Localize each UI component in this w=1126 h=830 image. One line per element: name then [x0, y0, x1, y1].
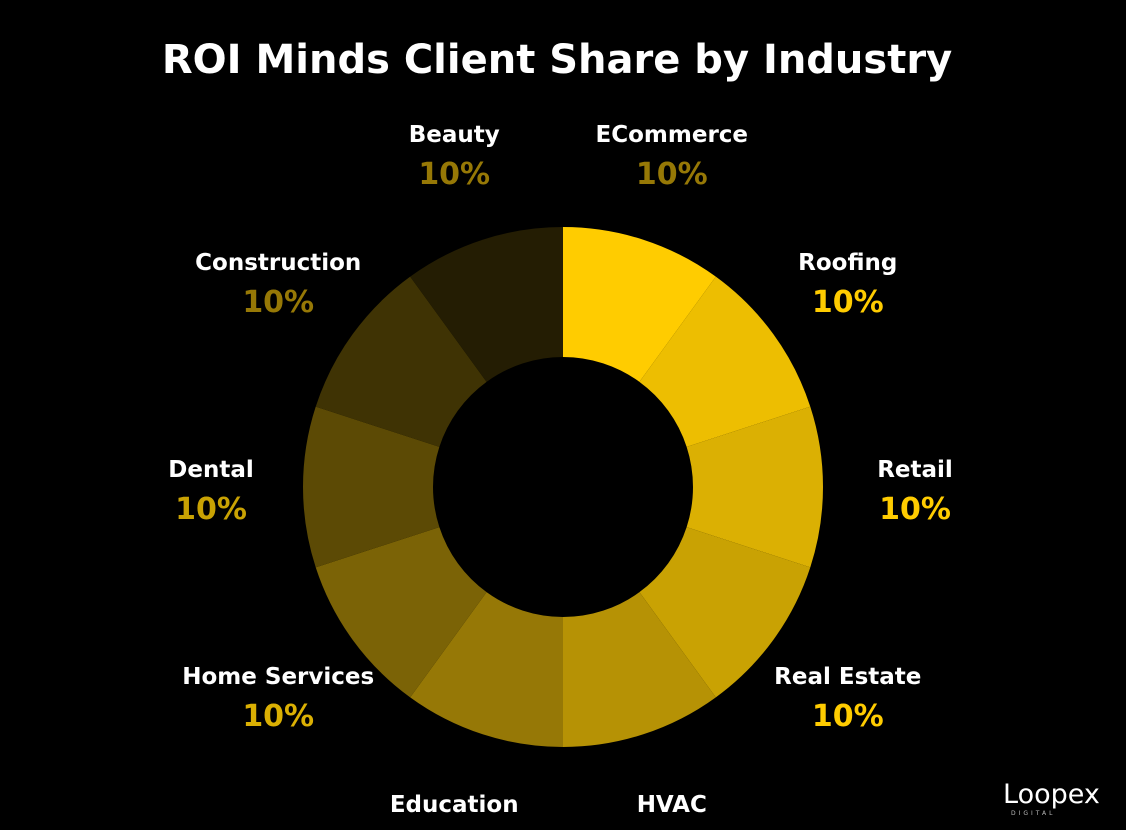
category-label-dental: Dental: [168, 457, 253, 483]
slice-ecommerce: [563, 227, 716, 382]
percent-label-construction: 10%: [242, 285, 314, 320]
slice-home-services: [315, 527, 487, 698]
logo-text: Loopex: [1003, 779, 1100, 810]
slice-education: [410, 592, 563, 747]
category-label-beauty: Beauty: [409, 122, 500, 148]
slice-retail: [686, 406, 823, 568]
donut-slices: [303, 227, 823, 747]
slice-beauty: [410, 227, 563, 382]
slice-dental: [303, 406, 440, 568]
category-label-retail: Retail: [877, 457, 953, 483]
category-label-real-estate: Real Estate: [774, 664, 921, 690]
loopex-logo: Loopex DIGITAL: [1003, 779, 1100, 817]
percent-label-dental: 10%: [175, 492, 247, 527]
chart-title: ROI Minds Client Share by Industry: [162, 37, 952, 83]
percent-label-retail: 10%: [879, 492, 951, 527]
slice-construction: [315, 276, 487, 447]
slice-hvac: [563, 592, 716, 747]
category-label-education: Education: [390, 792, 519, 818]
slice-labels: ECommerce 10% Roofing 10% Retail 10% Real Esta…: [168, 122, 953, 830]
percent-label-home-services: 10%: [242, 699, 314, 734]
category-label-roofing: Roofing: [798, 250, 897, 276]
percent-label-education: 10%: [418, 827, 490, 830]
percent-label-beauty: 10%: [418, 157, 490, 192]
percent-label-hvac: 10%: [636, 827, 708, 830]
category-label-ecommerce: ECommerce: [596, 122, 749, 148]
slice-roofing: [639, 276, 811, 447]
percent-label-real-estate: 10%: [812, 699, 884, 734]
category-label-construction: Construction: [195, 250, 361, 276]
category-label-hvac: HVAC: [637, 792, 707, 818]
percent-label-ecommerce: 10%: [636, 157, 708, 192]
slice-real-estate: [639, 527, 811, 698]
percent-label-roofing: 10%: [812, 285, 884, 320]
category-label-home-services: Home Services: [182, 664, 374, 690]
logo-subtext: DIGITAL: [1011, 810, 1055, 817]
